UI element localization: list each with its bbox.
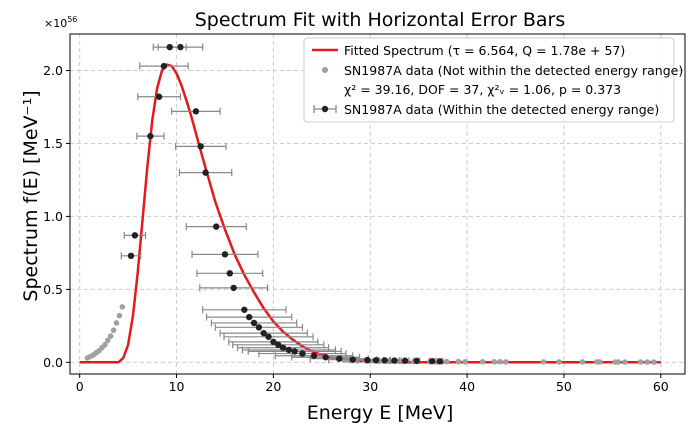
outside-data-point	[455, 358, 462, 365]
inside-data-point	[177, 43, 184, 51]
x-tick-label: 30	[362, 379, 378, 394]
inside-data-point	[226, 270, 234, 277]
inside-data-point	[155, 93, 163, 100]
inside-data-point	[241, 306, 248, 313]
inside-data-point	[391, 357, 398, 364]
inside-data-point	[270, 338, 277, 346]
y-tick-label: 1.0	[43, 209, 63, 224]
inside-data-point	[213, 223, 220, 230]
outside-data-point	[615, 359, 621, 365]
inside-data-point	[202, 169, 209, 176]
inside-data-point	[147, 132, 154, 140]
inside-data-point	[279, 344, 287, 351]
outside-data-point	[491, 358, 498, 365]
outside-data-point	[443, 358, 450, 365]
outside-data-point	[119, 304, 126, 310]
y-tick-label: 0.0	[43, 355, 63, 370]
outside-data-point	[102, 342, 108, 348]
inside-data-point	[401, 357, 409, 364]
y-multiplier-base: ×10	[44, 17, 67, 30]
inside-data-point	[285, 346, 293, 354]
y-multiplier-exponent: 56	[67, 15, 77, 24]
inside-data-point	[322, 354, 329, 361]
inside-data-point	[192, 108, 200, 115]
inside-data-point	[372, 357, 380, 364]
x-axis-ticks: 0 10 20 30 40 50 60	[76, 374, 669, 394]
legend-outside-swatch	[322, 67, 328, 73]
x-tick-label: 50	[556, 379, 572, 394]
y-axis-label: Spectrum f(E) [MeV⁻¹]	[20, 90, 42, 301]
outside-data-point	[497, 358, 503, 365]
inside-data-point	[336, 355, 343, 362]
legend-inside-swatch	[313, 105, 337, 113]
inside-data-point	[429, 357, 436, 365]
outside-data-point	[462, 358, 468, 365]
inside-data-point	[166, 43, 173, 51]
x-tick-label: 60	[653, 379, 669, 394]
outside-data-point	[113, 320, 120, 326]
inside-data-point	[127, 252, 135, 260]
outside-data-point	[579, 359, 586, 365]
inside-data-point	[197, 143, 204, 150]
outside-data-point	[637, 359, 644, 365]
outside-data-point	[556, 359, 562, 365]
y-tick-label: 1.5	[43, 136, 63, 151]
inside-data-point	[230, 284, 237, 292]
inside-data-point	[291, 348, 298, 355]
inside-data-point	[413, 357, 420, 365]
inside-data-point	[260, 329, 267, 337]
legend-stats-label: χ² = 39.16, DOF = 37, χ²ᵥ = 1.06, p = 0.…	[344, 82, 621, 97]
outside-data-point	[651, 359, 657, 365]
plot-frame	[69, 33, 686, 375]
inside-data-point	[299, 350, 306, 357]
legend: Fitted Spectrum (τ = 6.564, Q = 1.78e + …	[303, 37, 683, 123]
outside-data-point	[116, 312, 123, 319]
inside-data-point	[310, 352, 318, 359]
outside-data-point	[503, 359, 509, 365]
legend-inside-label: SN1987A data (Within the detected energy…	[344, 102, 659, 117]
x-axis-label: Energy E [MeV]	[307, 402, 454, 424]
x-tick-label: 40	[459, 379, 475, 394]
x-tick-label: 20	[265, 379, 281, 394]
inside-points-series	[127, 43, 444, 365]
outside-data-point	[540, 359, 547, 365]
inside-data-point	[436, 358, 444, 365]
outside-data-point	[622, 359, 628, 365]
legend-fit-label: Fitted Spectrum (τ = 6.564, Q = 1.78e + …	[344, 43, 625, 58]
chart-title: Spectrum Fit with Horizontal Error Bars	[195, 9, 566, 31]
outside-data-point	[596, 359, 603, 365]
y-tick-label: 2.0	[43, 63, 63, 78]
outside-data-point	[479, 358, 486, 365]
inside-data-point	[349, 356, 357, 363]
y-axis-ticks: 0.0 0.5 1.0 1.5 2.0	[43, 63, 70, 370]
outside-data-point	[110, 327, 117, 334]
legend-outside-label: SN1987A data (Not within the detected en…	[344, 63, 683, 78]
outside-data-point	[104, 337, 111, 344]
inside-data-point	[265, 333, 272, 340]
x-tick-label: 10	[169, 379, 185, 394]
inside-data-point	[221, 251, 229, 258]
y-tick-label: 0.5	[43, 282, 63, 297]
inside-data-point	[245, 313, 253, 321]
inside-data-point	[255, 324, 263, 331]
inside-data-point	[381, 357, 388, 364]
x-tick-label: 0	[76, 379, 84, 394]
outside-data-point	[644, 359, 651, 365]
inside-data-point	[275, 341, 282, 349]
y-axis-multiplier: ×1056	[44, 15, 77, 30]
legend-box	[303, 37, 675, 123]
inside-data-point	[250, 319, 258, 327]
inside-data-point	[131, 232, 139, 239]
inside-data-point	[160, 62, 168, 70]
outside-data-point	[107, 333, 114, 339]
inside-data-point	[364, 356, 371, 364]
